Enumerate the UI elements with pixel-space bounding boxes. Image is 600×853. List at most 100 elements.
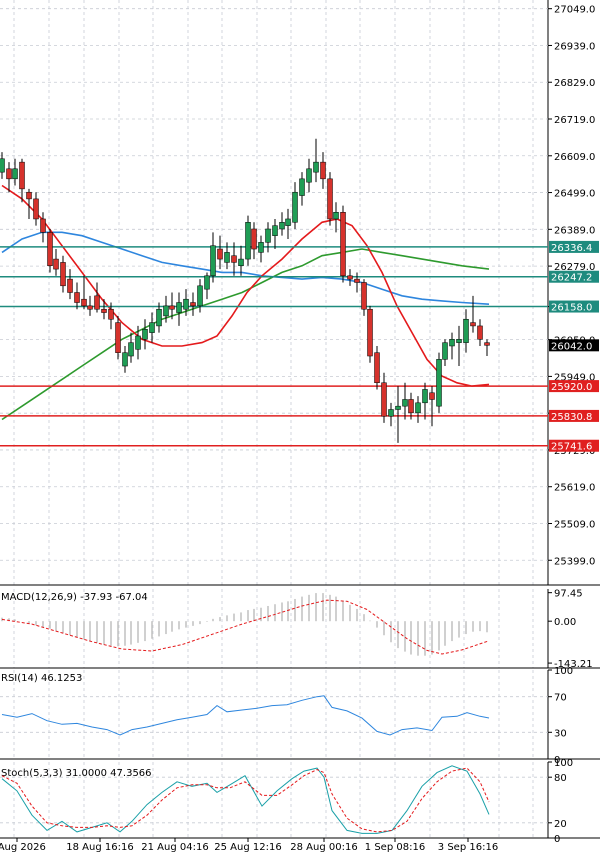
candle-bear: [19, 161, 25, 190]
candle-bull: [224, 252, 230, 263]
candle-bull: [238, 258, 244, 267]
candle-bull: [163, 305, 169, 317]
stoch-panel: Stoch(5,3,3) 31.0000 47.3566 100 80 20 0: [0, 758, 600, 845]
candle-bull: [313, 161, 319, 173]
price-tick-label: 25399.0: [554, 556, 595, 567]
stoch-background: [0, 762, 548, 838]
candle-bear: [47, 232, 53, 267]
candle-bear: [94, 295, 100, 310]
candle-bull: [245, 222, 251, 260]
rsi-tick-label: 30: [554, 728, 567, 739]
candle-bull: [388, 409, 394, 417]
macd-title: MACD(12,26,9) -37.93 -67.04: [1, 592, 148, 603]
time-tick-label: 28 Aug 00:16: [290, 842, 357, 853]
current-price-box: [549, 339, 599, 352]
candle-bear: [320, 161, 326, 180]
candle-bear: [108, 308, 114, 320]
candle-bull: [299, 178, 305, 196]
candle-bull: [149, 322, 155, 333]
ma-green-line: [1, 248, 490, 421]
level-label-box: [549, 380, 599, 393]
candle-bull: [285, 218, 291, 226]
time-tick-label: 18 Aug 16:16: [66, 842, 133, 853]
candle-bear: [354, 278, 360, 283]
candle-bull: [272, 225, 278, 236]
time-tick-label: 25 Aug 12:16: [214, 842, 281, 853]
candle-bear: [408, 399, 414, 414]
candle-bull: [279, 222, 285, 230]
candle-bear: [40, 218, 46, 233]
stoch-title: Stoch(5,3,3) 31.0000 47.3566: [1, 768, 152, 779]
current-price-label: 26042.0: [551, 341, 592, 352]
price-tick-label: 26499.0: [554, 189, 595, 200]
candle-bear: [217, 248, 223, 260]
candle-bear: [231, 255, 237, 263]
candle-bull: [402, 399, 408, 407]
level-label: 26336.4: [551, 243, 592, 254]
candle-bear: [101, 308, 107, 313]
candle-bull: [265, 228, 271, 243]
candle-bull: [135, 335, 141, 350]
rsi-tick-label: 0: [554, 755, 560, 766]
macd-tick-label: 97.45: [554, 589, 583, 600]
macd-tick-label: 0.00: [554, 617, 576, 628]
candle-bear: [374, 352, 380, 384]
time-tick-label: 21 Aug 04:16: [141, 842, 208, 853]
macd-tick-label: -143.21: [554, 659, 593, 670]
price-tick-label: 26719.0: [554, 115, 595, 126]
macd-signal-line: [1, 599, 490, 655]
candle-bear: [429, 392, 435, 400]
candle-bull: [456, 339, 462, 343]
candle-bull: [292, 191, 298, 223]
price-tick-label: 26389.0: [554, 225, 595, 236]
time-tick-label: 3 Sep 16:16: [438, 842, 498, 853]
stoch-tick-label: 80: [554, 773, 567, 784]
candle-bull: [156, 308, 162, 327]
candle-bull: [12, 168, 18, 180]
candle-bear: [67, 278, 73, 293]
ma-blue-line: [1, 231, 490, 305]
candle-bull: [204, 275, 210, 290]
candle-bear: [361, 282, 367, 310]
candle-bear: [6, 168, 12, 180]
candle-bear: [484, 342, 490, 346]
candle-bull: [306, 168, 312, 183]
candle-bear: [74, 292, 80, 303]
candle-bear: [169, 305, 175, 310]
level-label: 25741.6: [551, 442, 592, 453]
candle-bear: [340, 212, 346, 277]
ma-red-line: [1, 184, 490, 387]
candle-bear: [327, 178, 333, 220]
candle-bear: [347, 275, 353, 280]
time-tick-label: 1 Sep 08:16: [365, 842, 425, 853]
level-label-box: [549, 409, 599, 422]
candle-bull: [463, 318, 469, 343]
candle-bull: [442, 342, 448, 360]
time-axis: 4 Aug 2026 18 Aug 16:16 21 Aug 04:16 25 Aug…: [0, 838, 498, 853]
candle-bull: [142, 329, 148, 340]
candle-bull: [128, 342, 134, 357]
candle-bull: [258, 242, 264, 253]
rsi-panel: RSI(14) 46.1253 100 70 30 0: [0, 666, 600, 766]
time-tick-label: 4 Aug 2026: [0, 842, 46, 853]
stoch-tick-label: 20: [554, 819, 567, 830]
candle-bear: [81, 298, 87, 307]
candle-bull: [422, 389, 428, 404]
level-label: 25920.0: [551, 382, 592, 393]
candle-bear: [190, 302, 196, 307]
candle-bear: [251, 228, 257, 250]
rsi-title: RSI(14) 46.1253: [1, 673, 82, 684]
price-panel: 27049.0 26939.0 26829.0 26719.0 26609.0 26499…: [0, 0, 600, 586]
level-label-box: [549, 270, 599, 283]
candle-bear: [367, 308, 373, 357]
candle-bear: [470, 322, 476, 327]
level-label: 25830.8: [551, 412, 592, 423]
candle-bull: [0, 158, 5, 173]
candle-bull: [210, 245, 216, 277]
price-tick-label: 25949.0: [554, 372, 595, 383]
candle-bear: [115, 322, 121, 353]
rsi-tick-label: 70: [554, 693, 567, 704]
candle-bull: [415, 402, 421, 414]
candle-bull: [197, 285, 203, 307]
